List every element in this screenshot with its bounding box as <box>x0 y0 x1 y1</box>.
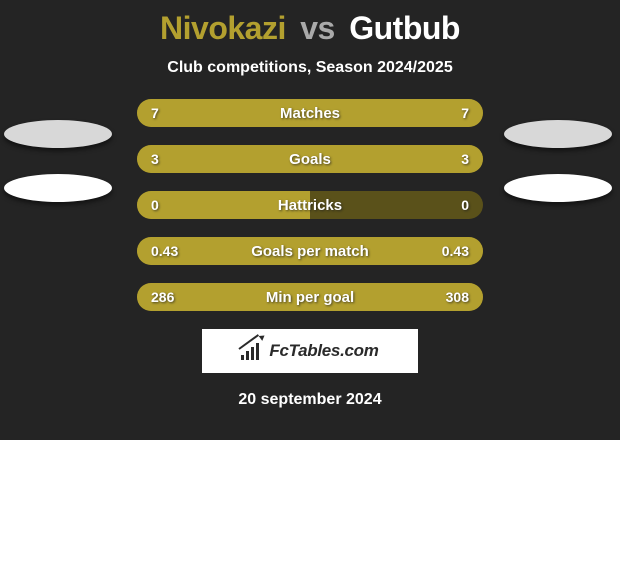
decor-ellipse <box>504 120 612 148</box>
stat-label: Hattricks <box>278 197 342 214</box>
stats-container: 7 Matches 7 3 Goals 3 0 Hattricks 0 0.43 Goals per… <box>137 99 483 311</box>
player1-name: Nivokazi <box>160 10 286 46</box>
stat-value-right: 0.43 <box>442 243 483 259</box>
stat-label: Min per goal <box>266 289 354 306</box>
decor-ellipse <box>504 174 612 202</box>
title: Nivokazi vs Gutbub <box>0 0 620 47</box>
left-decor <box>4 120 116 228</box>
stat-row: 3 Goals 3 <box>137 145 483 173</box>
stat-value-left: 0 <box>137 197 159 213</box>
subtitle: Club competitions, Season 2024/2025 <box>0 59 620 77</box>
decor-ellipse <box>4 174 112 202</box>
right-decor <box>504 120 616 228</box>
comparison-card: Nivokazi vs Gutbub Club competitions, Se… <box>0 0 620 440</box>
stat-value-left: 7 <box>137 105 159 121</box>
stat-row: 0 Hattricks 0 <box>137 191 483 219</box>
decor-ellipse <box>4 120 112 148</box>
stat-value-right: 3 <box>461 151 483 167</box>
stat-value-right: 7 <box>461 105 483 121</box>
date-text: 20 september 2024 <box>0 391 620 409</box>
stat-value-right: 308 <box>446 289 483 305</box>
player2-name: Gutbub <box>349 10 460 46</box>
stat-label: Goals <box>289 151 331 168</box>
stat-fill-right <box>310 145 483 173</box>
chart-icon <box>241 342 263 360</box>
vs-text: vs <box>300 10 335 46</box>
stat-fill-left <box>137 145 310 173</box>
stat-row: 286 Min per goal 308 <box>137 283 483 311</box>
stat-label: Goals per match <box>251 243 369 260</box>
stat-value-left: 3 <box>137 151 159 167</box>
stat-value-left: 0.43 <box>137 243 178 259</box>
stat-label: Matches <box>280 105 340 122</box>
brand-box: FcTables.com <box>202 329 418 373</box>
stat-value-right: 0 <box>461 197 483 213</box>
stat-row: 7 Matches 7 <box>137 99 483 127</box>
stat-row: 0.43 Goals per match 0.43 <box>137 237 483 265</box>
brand-text: FcTables.com <box>269 341 378 361</box>
stat-value-left: 286 <box>137 289 174 305</box>
